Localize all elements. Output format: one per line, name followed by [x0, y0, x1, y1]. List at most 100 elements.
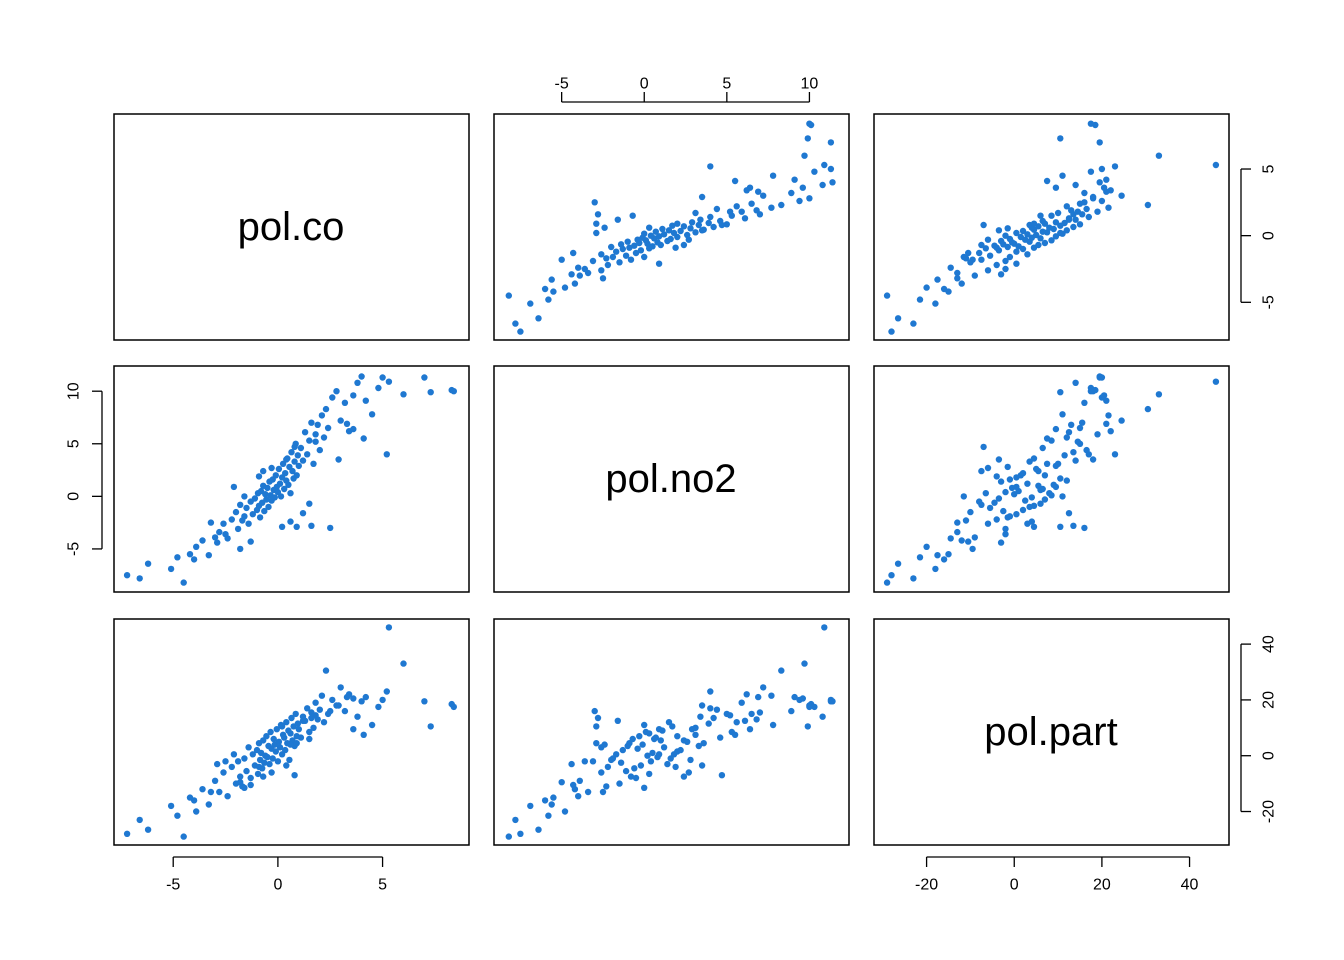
scatter-point: [753, 716, 760, 723]
scatter-point: [791, 693, 798, 701]
scatter-point: [368, 721, 376, 729]
scatter-point: [1118, 417, 1125, 424]
scatter-point: [1054, 209, 1062, 217]
scatter-point: [1006, 476, 1014, 483]
scatter-point: [641, 784, 648, 791]
scatter-point: [748, 710, 755, 718]
scatter-point: [211, 777, 219, 784]
scatter-point: [343, 693, 351, 701]
scatter-point: [731, 731, 739, 738]
scatter-point: [1105, 204, 1112, 211]
scatter-point: [753, 207, 760, 214]
tick-label: 10: [801, 76, 819, 93]
scatter-point: [1039, 485, 1046, 493]
scatter-point: [984, 520, 992, 527]
scatter-point: [310, 460, 317, 467]
scatter-point: [894, 315, 902, 322]
scatter-point: [791, 176, 798, 183]
scatter-point: [283, 456, 290, 463]
scatter-point: [1002, 232, 1009, 239]
scatter-point: [216, 788, 223, 796]
scatter-point: [743, 691, 750, 698]
scatter-point: [1065, 216, 1073, 223]
scatter-point: [674, 220, 681, 227]
scatter-point: [335, 456, 342, 463]
scatter-point: [1035, 241, 1042, 249]
scatter-point: [180, 579, 187, 586]
scatter-point: [1041, 472, 1049, 479]
scatter-point: [692, 731, 699, 738]
scatter-point: [680, 773, 688, 780]
scatter-point: [570, 249, 577, 257]
scatter-point: [1043, 177, 1051, 185]
scatter-point: [295, 462, 302, 470]
scatter-point: [738, 208, 745, 215]
scatter-point: [268, 769, 275, 776]
scatter-point: [1072, 379, 1079, 386]
scatter-point: [713, 706, 721, 713]
scatter-point: [1026, 458, 1033, 465]
scatter-point: [350, 726, 357, 733]
scatter-point: [674, 733, 681, 740]
scatter-point: [821, 161, 828, 169]
scatter-point: [1059, 411, 1066, 418]
scatter-point: [379, 696, 386, 704]
scatter-point: [888, 572, 895, 579]
scatter-point: [698, 762, 706, 769]
scatter-point: [888, 328, 895, 335]
scatter-point: [1019, 227, 1027, 235]
scatter-point: [827, 698, 835, 705]
scatter-point: [427, 723, 434, 730]
scatter-point: [273, 726, 280, 733]
scatter-point: [1000, 507, 1007, 515]
scatter-point: [1083, 446, 1090, 454]
scatter-point: [622, 767, 630, 775]
scatter-point: [1019, 470, 1027, 477]
scatter-point: [234, 758, 242, 765]
scatter-point: [243, 767, 250, 775]
scatter-point: [954, 519, 961, 526]
scatter-point: [769, 721, 777, 729]
scatter-point: [652, 734, 659, 741]
scatter-point: [599, 275, 607, 282]
scatter-point: [705, 219, 712, 227]
scatter-point: [707, 705, 714, 712]
scatter-point: [1212, 161, 1220, 169]
scatter-point: [1079, 419, 1086, 426]
scatter-point: [1068, 421, 1075, 428]
scatter-point: [1076, 221, 1084, 228]
scatter-point: [1072, 216, 1079, 223]
scatter-point: [237, 773, 244, 780]
scatter-point: [934, 276, 941, 283]
scatter-point: [291, 458, 298, 465]
tick-label: -5: [1261, 295, 1278, 309]
tick-label: -5: [66, 542, 83, 556]
scatter-point: [278, 723, 286, 730]
scatter-point: [1103, 420, 1110, 427]
scatter-point: [993, 261, 1000, 269]
scatter-point: [995, 456, 1003, 463]
scatter-point: [167, 565, 175, 573]
scatter-point: [1089, 193, 1097, 201]
scatter-point: [1111, 163, 1119, 170]
scatter-point: [1070, 522, 1077, 529]
scatter-point: [1081, 199, 1088, 206]
scatter-point: [262, 491, 269, 498]
scatter-point: [535, 315, 542, 322]
scatter-point: [421, 374, 428, 381]
panel-3-1: [113, 618, 470, 846]
scatter-point: [1085, 213, 1093, 221]
scatter-point: [294, 452, 301, 459]
scatter-point: [980, 443, 987, 451]
scatter-point: [1105, 412, 1112, 419]
scatter-point: [285, 481, 292, 488]
panel-1-1: [113, 113, 470, 341]
scatter-point: [1021, 497, 1029, 504]
scatter-point: [249, 751, 256, 758]
scatter-point: [1037, 212, 1044, 219]
scatter-point: [1039, 217, 1046, 225]
scatter-point: [322, 667, 330, 674]
panel-2-1: [113, 365, 470, 593]
scatter-point: [1059, 493, 1066, 500]
scatter-point: [421, 698, 428, 705]
